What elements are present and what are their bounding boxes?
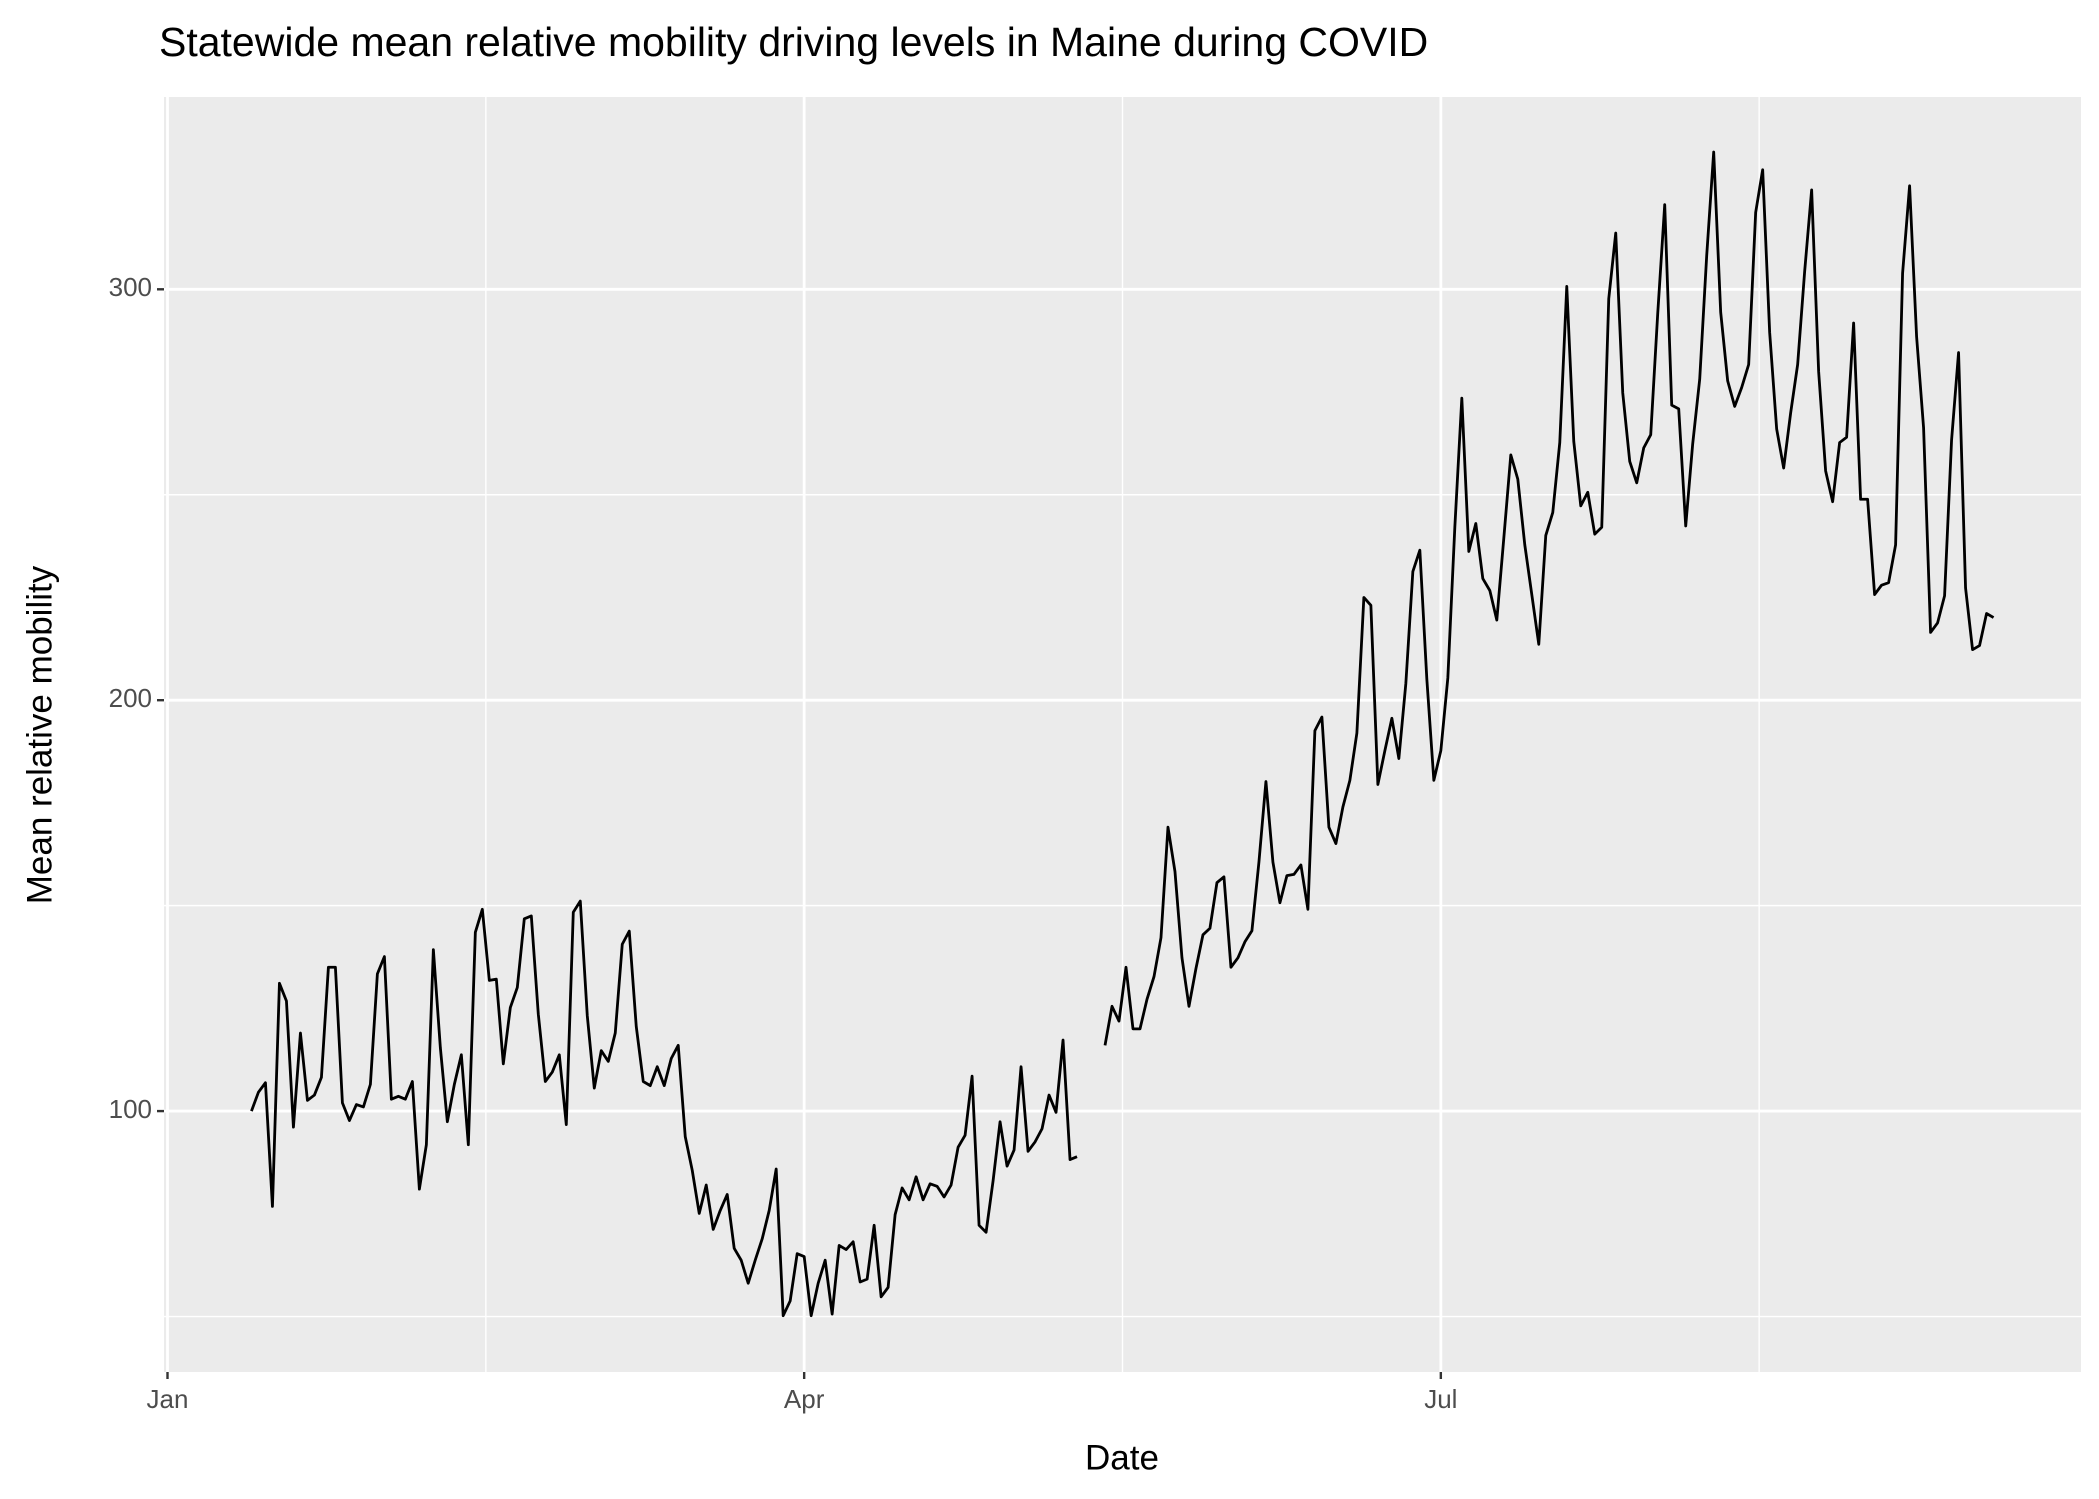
data-line — [250, 150, 1995, 1318]
chart-title: Statewide mean relative mobility driving… — [159, 19, 1428, 65]
x-axis-title: Date — [1085, 1438, 1159, 1477]
y-axis-title: Mean relative mobility — [20, 565, 59, 904]
x-tick-label: Jul — [1424, 1384, 1457, 1414]
x-tick-label: Apr — [784, 1384, 825, 1414]
y-tick-label: 200 — [109, 683, 152, 713]
x-tick-label: Jan — [147, 1384, 189, 1414]
y-tick-label: 300 — [109, 272, 152, 302]
y-tick-label: 100 — [109, 1094, 152, 1124]
